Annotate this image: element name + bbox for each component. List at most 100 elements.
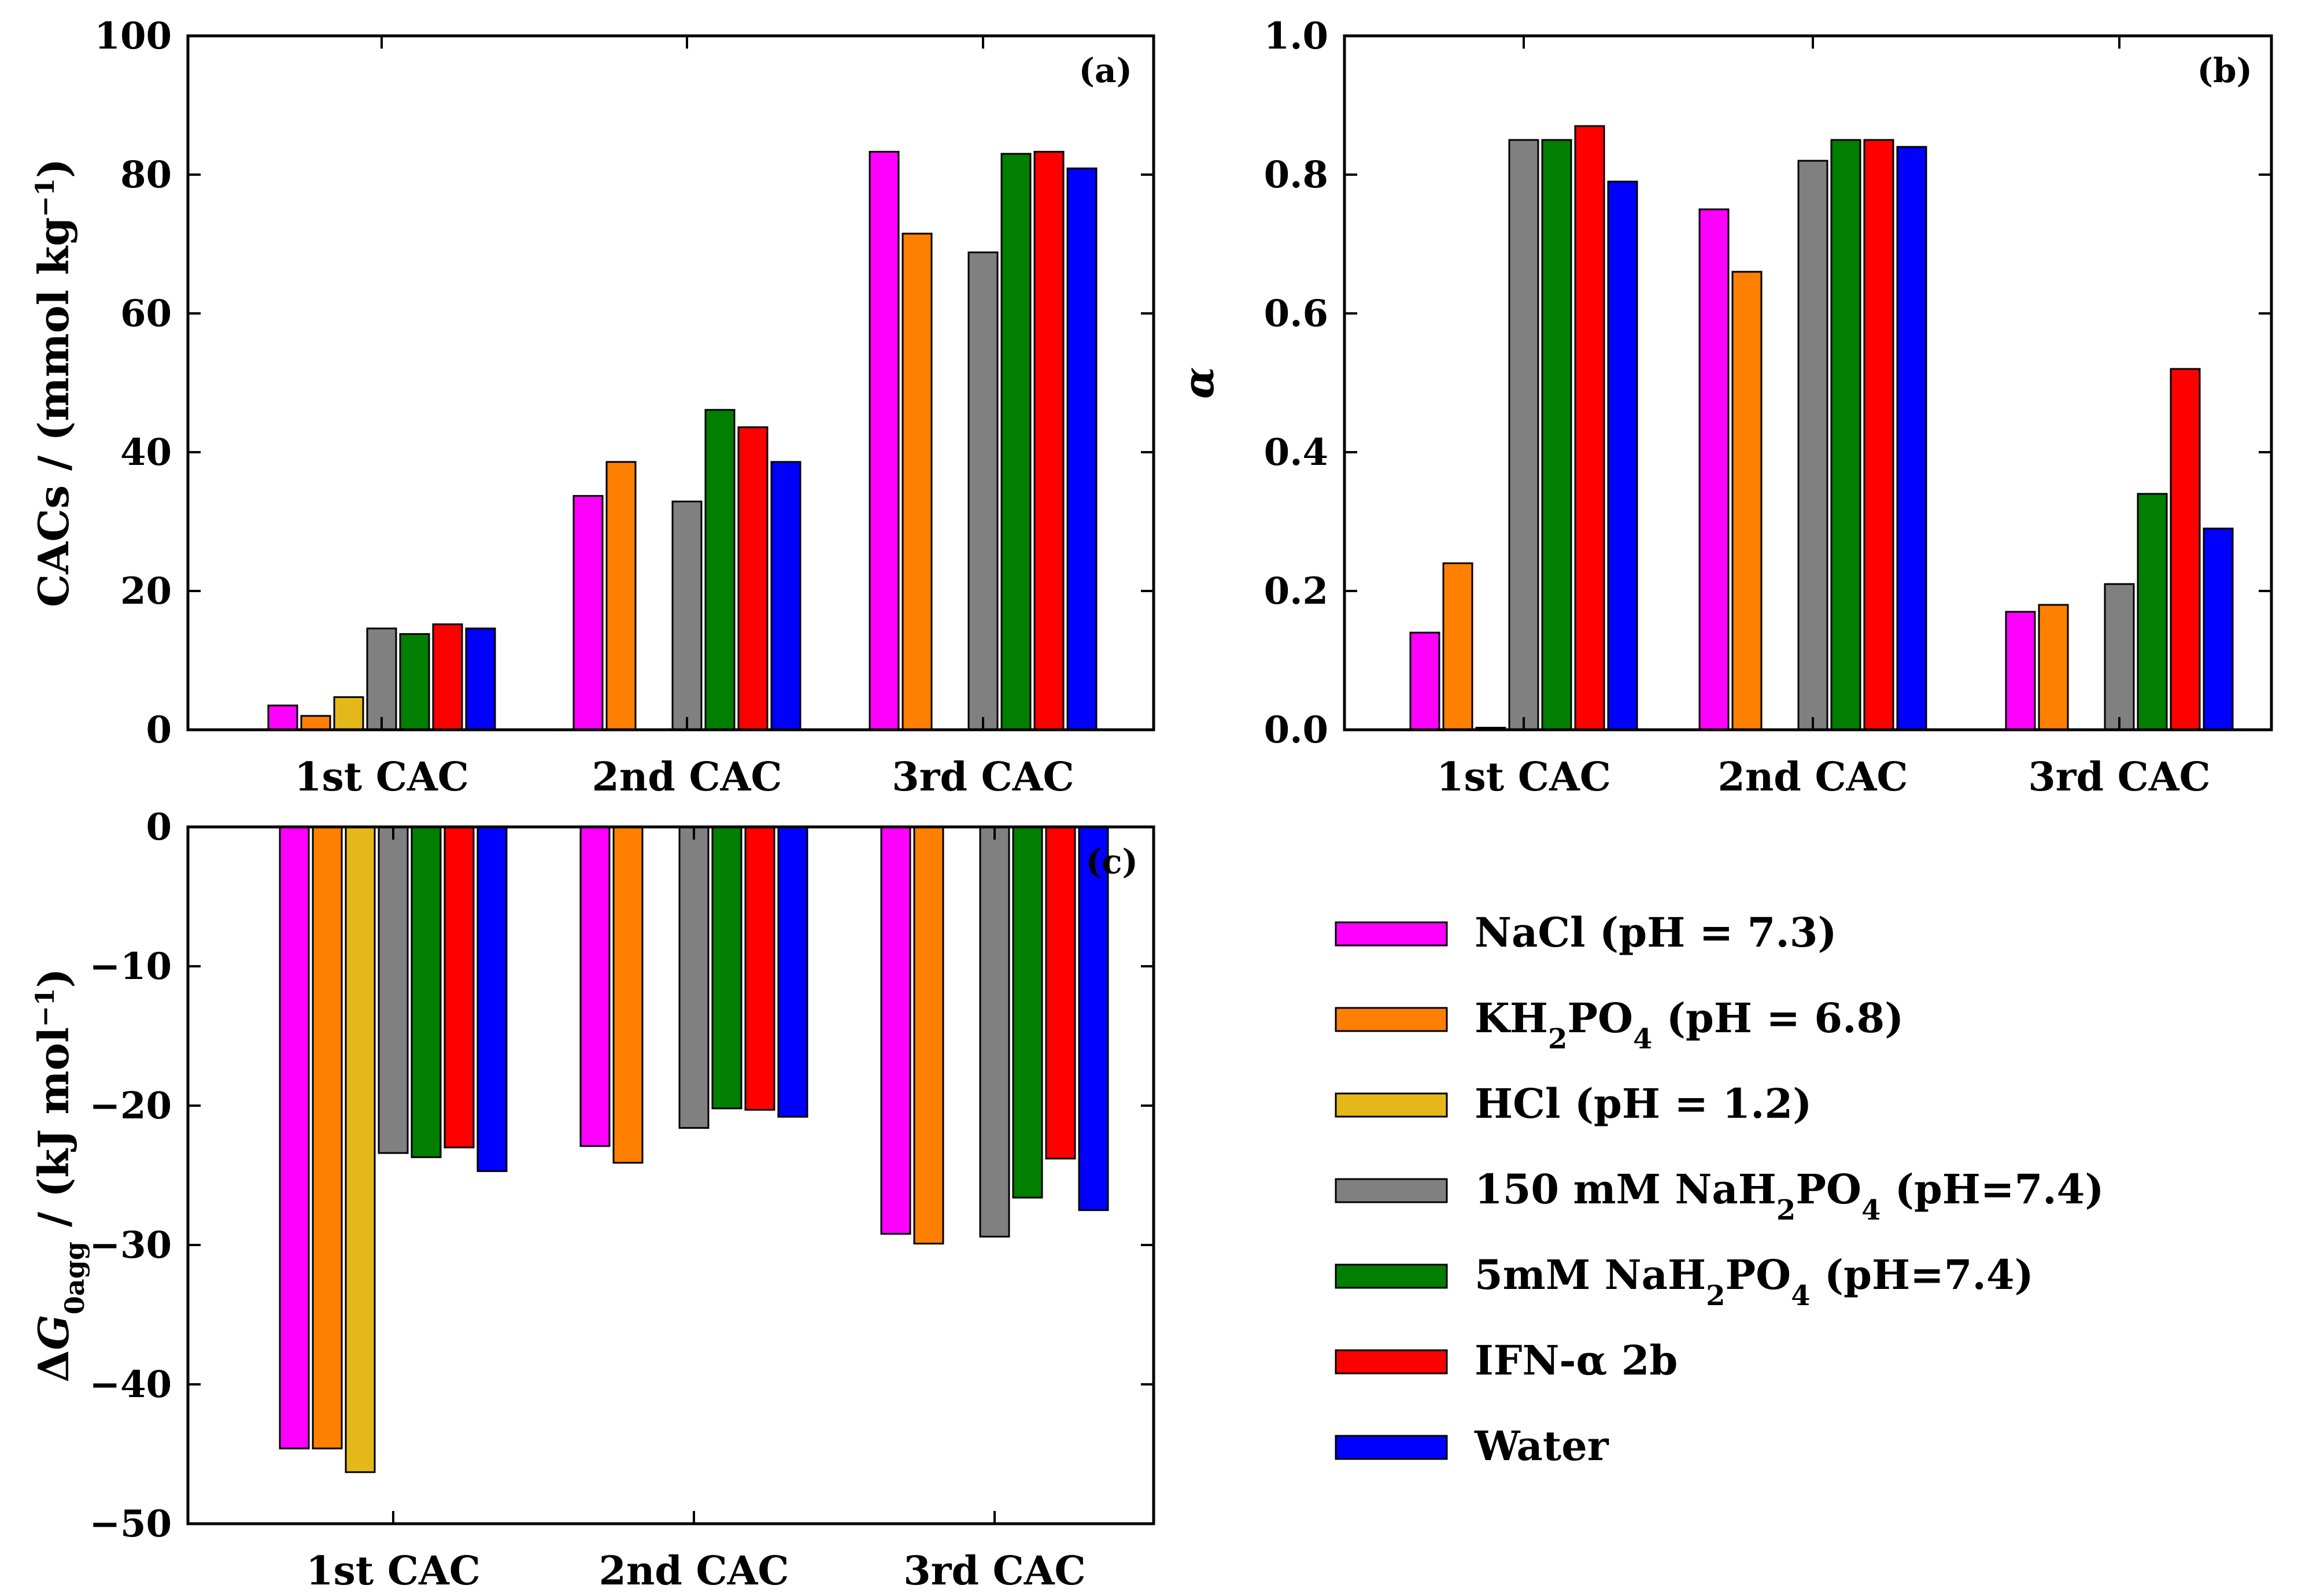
ytick-label-b-0: 0.0 [1264, 708, 1328, 752]
bar-c-water-2 [777, 826, 808, 1118]
bar-a-water-3 [1066, 167, 1098, 731]
bar-b-nah2po4_150-3 [2104, 583, 2135, 731]
bar-a-nah2po4_5-3 [1000, 153, 1032, 731]
bar-a-nacl-3 [869, 150, 900, 731]
bar-c-water-1 [476, 826, 508, 1172]
legend-swatch-nah2po4_5 [1335, 1264, 1448, 1289]
bar-a-nah2po4_5-2 [704, 409, 736, 731]
panel-a: 0 20 40 60 80 100 1st CAC 2nd CAC 3rd CAC (a) CA… [29, 14, 1155, 800]
panel-c-frame [186, 825, 1155, 1525]
panel-c-bars [279, 826, 1109, 1473]
panel-a-frame [186, 34, 1155, 732]
bar-b-kh2po4-3 [2038, 604, 2069, 731]
legend-swatch-hcl [1335, 1092, 1448, 1118]
panel-b-tag: (b) [2197, 51, 2252, 90]
bar-b-water-2 [1896, 146, 1927, 731]
bar-c-nacl-3 [880, 826, 911, 1235]
ytick-label-c-1: −10 [89, 945, 172, 988]
panel-b-ticks: 0.0 0.2 0.4 0.6 0.8 1.0 1st CAC 2nd CAC 3rd CAC [1264, 14, 2271, 800]
bar-c-kh2po4-1 [312, 826, 343, 1450]
category-label-c-1: 2nd CAC [599, 1548, 789, 1594]
bar-a-ifn-1 [432, 623, 463, 731]
bar-a-nacl-1 [267, 704, 298, 731]
panel-a-ylabel: CACs / (mmol kg−1) [29, 158, 78, 607]
panel-a-bars [267, 150, 1098, 731]
legend-label-water: Water [1474, 1422, 1609, 1470]
bar-c-ifn-3 [1045, 826, 1076, 1160]
bar-a-nah2po4_5-1 [399, 633, 430, 731]
ytick-label-a-5: 100 [94, 14, 172, 58]
bar-b-nacl-2 [1698, 208, 1730, 731]
bar-b-kh2po4-1 [1442, 562, 1473, 731]
ytick-label-c-2: −20 [89, 1084, 172, 1128]
category-label-b-2: 3rd CAC [2028, 754, 2210, 800]
legend-label-nacl: NaCl (pH = 7.3) [1475, 908, 1837, 956]
bar-b-ifn-3 [2170, 368, 2201, 731]
bar-b-water-3 [2203, 527, 2234, 731]
panel-b-frame [1343, 34, 2273, 732]
bar-c-ifn-2 [744, 826, 775, 1111]
bar-c-nah2po4_150-1 [378, 826, 409, 1154]
ytick-label-a-1: 20 [120, 570, 172, 613]
panel-c-ylabel: ΔG0agg / (kJ mol−1) [29, 968, 90, 1382]
bar-b-nah2po4_150-2 [1797, 160, 1828, 731]
panel-a-tag: (a) [1079, 51, 1132, 90]
bar-a-nah2po4_150-2 [671, 500, 703, 731]
bar-a-hcl-1 [333, 696, 364, 731]
bar-b-nacl-1 [1409, 631, 1440, 731]
bar-b-nah2po4_5-1 [1541, 139, 1572, 731]
bar-c-nah2po4_5-3 [1012, 826, 1043, 1199]
ytick-label-a-2: 40 [120, 431, 172, 474]
bar-a-nacl-2 [572, 495, 604, 731]
panel-b-ylabel: α [1174, 367, 1223, 398]
legend: NaCl (pH = 7.3) KH2PO4 (pH = 6.8) HCl (pH … [1335, 908, 2104, 1470]
panel-c-tag: (c) [1086, 842, 1138, 881]
legend-swatch-water [1335, 1435, 1448, 1460]
bar-b-ifn-1 [1574, 125, 1605, 731]
ytick-label-b-3: 0.6 [1264, 292, 1328, 335]
bar-b-water-1 [1607, 180, 1638, 731]
legend-label-nah2po4_150: 150 mM NaH2PO4 (pH=7.4) [1475, 1165, 2104, 1226]
bar-a-nah2po4_150-3 [967, 251, 999, 731]
bar-b-kh2po4-2 [1731, 271, 1763, 731]
category-label-b-1: 2nd CAC [1718, 754, 1908, 800]
ytick-label-c-4: −40 [89, 1363, 172, 1406]
bar-a-kh2po4-1 [300, 715, 331, 731]
bar-a-kh2po4-3 [902, 232, 933, 731]
legend-label-hcl: HCl (pH = 1.2) [1475, 1080, 1812, 1128]
ytick-label-b-1: 0.2 [1264, 570, 1328, 613]
bar-c-kh2po4-2 [612, 826, 644, 1164]
category-label-c-0: 1st CAC [306, 1548, 481, 1594]
ytick-label-a-0: 0 [146, 708, 172, 752]
ytick-label-a-3: 60 [120, 292, 172, 335]
ytick-label-c-5: −50 [89, 1502, 172, 1546]
bar-c-nah2po4_5-2 [711, 826, 742, 1110]
legend-label-nah2po4_5: 5mM NaH2PO4 (pH=7.4) [1475, 1251, 2034, 1312]
bar-a-water-1 [465, 627, 496, 731]
category-label-b-0: 1st CAC [1436, 754, 1611, 800]
category-label-a-1: 2nd CAC [592, 754, 782, 800]
panel-a-ticks: 0 20 40 60 80 100 1st CAC 2nd CAC 3rd CAC [94, 14, 1154, 800]
ytick-label-b-2: 0.4 [1264, 431, 1328, 474]
ytick-label-b-5: 1.0 [1264, 14, 1328, 58]
bar-c-water-3 [1078, 826, 1109, 1211]
category-label-a-2: 3rd CAC [892, 754, 1074, 800]
legend-swatch-kh2po4 [1335, 1007, 1448, 1032]
bar-a-nah2po4_150-1 [366, 627, 397, 731]
ytick-label-a-4: 80 [120, 153, 172, 197]
bar-a-ifn-3 [1033, 150, 1065, 731]
panel-c-ticks: 0 −10 −20 −30 −40 −50 1st CAC 2nd CAC 3rd CAC [89, 806, 1154, 1594]
bar-b-ifn-2 [1863, 139, 1894, 731]
category-label-a-0: 1st CAC [294, 754, 469, 800]
ytick-label-c-0: 0 [146, 806, 172, 849]
bar-b-nah2po4_5-3 [2137, 493, 2168, 731]
ytick-label-c-3: −30 [89, 1224, 172, 1267]
legend-swatch-nah2po4_150 [1335, 1178, 1448, 1203]
legend-label-kh2po4: KH2PO4 (pH = 6.8) [1475, 994, 1904, 1055]
legend-swatch-ifn [1335, 1349, 1448, 1375]
bar-c-kh2po4-3 [913, 826, 944, 1245]
panel-a-ylabel-sup: −1 [31, 178, 60, 217]
legend-label-ifn: IFN-α 2b [1475, 1336, 1678, 1384]
